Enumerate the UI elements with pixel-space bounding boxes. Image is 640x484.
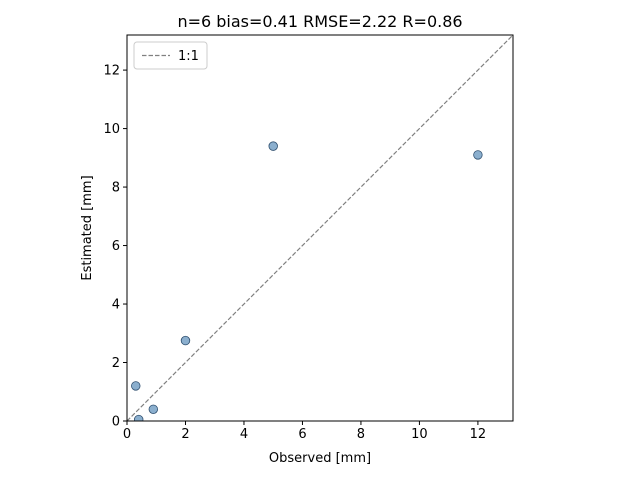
y-tick-label: 4 (112, 298, 120, 313)
x-tick-label: 0 (123, 427, 131, 442)
y-tick-label: 2 (112, 356, 120, 371)
x-tick-label: 6 (298, 427, 306, 442)
x-tick-label: 8 (357, 427, 365, 442)
data-point (473, 150, 483, 160)
x-axis-label: Observed [mm] (269, 451, 371, 466)
plot-inner (127, 35, 513, 421)
y-axis-label: Estimated [mm] (80, 175, 95, 280)
data-point (148, 404, 159, 415)
legend-label: 1:1 (178, 49, 199, 64)
axes: 0 2 4 6 8 10 12 0 2 4 6 8 10 12 (103, 34, 514, 442)
data-point (133, 414, 144, 421)
plot-area (127, 35, 513, 421)
x-tick-label: 2 (181, 427, 189, 442)
data-point (180, 335, 191, 346)
axes-frame (126, 34, 514, 422)
y-tick-label: 12 (103, 64, 120, 79)
x-tick-label: 12 (470, 427, 487, 442)
y-tick-label: 6 (112, 239, 120, 254)
x-tick-label: 4 (240, 427, 248, 442)
data-point (268, 141, 278, 151)
x-tick-label: 10 (411, 427, 428, 442)
y-tick-label: 10 (103, 122, 120, 137)
y-tick-label: 8 (112, 181, 120, 196)
y-tick-label: 0 (112, 415, 120, 430)
legend: 1:1 (133, 41, 208, 70)
chart-title: n=6 bias=0.41 RMSE=2.22 R=0.86 (177, 12, 462, 31)
legend-box (133, 41, 208, 70)
data-point (131, 381, 141, 391)
